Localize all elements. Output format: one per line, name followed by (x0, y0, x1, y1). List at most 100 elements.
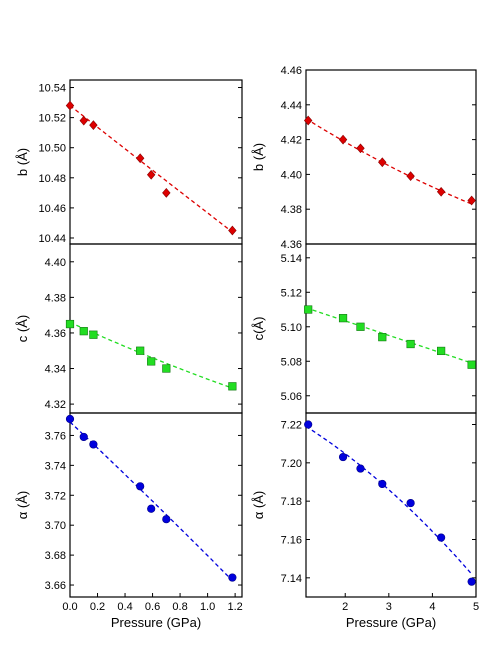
data-point (406, 498, 415, 508)
y-tick-label: 7.14 (281, 573, 302, 585)
fit-curve (69, 105, 233, 233)
data-point (436, 186, 446, 197)
y-tick-label: 10.48 (38, 173, 66, 185)
data-point (79, 327, 88, 336)
panel-right-a: 7.14 7.16 7.18 7.20 7.22 α (Å) 2 3 4 5 Pressure (G… (251, 412, 479, 630)
y-tick-label: 4.36 (45, 328, 66, 340)
y-tick-label: 4.38 (281, 204, 302, 216)
data-point (228, 573, 237, 582)
data-point (338, 452, 348, 462)
panel-left-a: 3.66 3.68 3.70 3.72 3.74 3.76 α (Å) 0.0 0.2 0.4 0.… (15, 412, 243, 630)
data-point (65, 414, 75, 424)
x-axis-title: Pressure (GPa) (346, 615, 436, 630)
y-tick-label: 7.16 (281, 535, 302, 547)
data-point (146, 169, 156, 180)
y-tick-label: 10.50 (38, 143, 66, 155)
panel-left-c: 4.32 4.34 4.36 4.38 4.40 c (Å) (15, 243, 243, 414)
data-point (162, 187, 171, 198)
data-point (304, 305, 313, 314)
data-point (437, 533, 446, 542)
x-tick-label: 4 (429, 601, 435, 613)
data-point (304, 420, 313, 429)
x-tick-label: 0.0 (62, 601, 77, 613)
y-tick-label: 7.20 (281, 458, 302, 470)
fit-curve (305, 118, 472, 205)
y-axis-title: b (Å) (251, 143, 266, 171)
data-point (228, 382, 237, 391)
data-point (467, 195, 476, 206)
y-tick-label: 4.42 (281, 135, 302, 147)
x-axis-title: Pressure (GPa) (111, 615, 201, 630)
plot-frame (305, 243, 477, 414)
x-tick-label: 1.0 (200, 601, 215, 613)
plot-frame (305, 69, 477, 245)
y-tick-label: 3.72 (45, 490, 66, 502)
y-axis-title: b (Å) (15, 148, 30, 176)
y-axis-title: α (Å) (15, 491, 30, 519)
y-tick-label: 3.70 (45, 520, 66, 532)
y-tick-label: 4.32 (45, 399, 66, 411)
data-point (303, 115, 313, 126)
data-point (79, 432, 88, 442)
data-point (65, 319, 75, 329)
y-tick-label: 5.14 (281, 253, 302, 265)
fit-curve (305, 307, 472, 364)
y-tick-label: 5.06 (281, 391, 302, 403)
x-tick-label: 5 (473, 601, 479, 613)
y-tick-label: 10.52 (38, 113, 66, 125)
data-point (378, 479, 387, 489)
y-tick-label: 4.46 (281, 65, 302, 77)
plot-frame (69, 412, 243, 598)
y-tick-label: 4.34 (45, 364, 66, 376)
x-tick-label: 3 (386, 601, 392, 613)
data-point (147, 357, 156, 366)
data-point (467, 360, 476, 369)
x-tick-label: 0.2 (90, 601, 105, 613)
y-tick-label: 4.38 (45, 292, 66, 304)
data-point (437, 346, 446, 356)
data-point (467, 577, 476, 586)
data-point (89, 440, 98, 449)
panel-right-c: 5.06 5.08 5.10 5.12 5.14 c(Å) (251, 243, 477, 414)
y-tick-label: 10.54 (38, 83, 66, 95)
y-tick-label: 5.12 (281, 287, 302, 299)
plot-frame (305, 412, 477, 598)
x-tick-label: 0.8 (172, 601, 187, 613)
fit-curve (69, 421, 233, 581)
data-point (338, 134, 348, 145)
data-point (356, 143, 365, 154)
x-tick-label: 2 (342, 601, 348, 613)
y-tick-label: 5.08 (281, 356, 302, 368)
y-tick-label: 4.44 (281, 100, 302, 112)
data-point (136, 346, 145, 355)
y-tick-label: 10.44 (38, 233, 66, 245)
y-tick-label: 7.22 (281, 420, 302, 432)
y-tick-label: 10.46 (38, 203, 66, 215)
data-point (89, 330, 98, 339)
panel-left-b: 10.44 10.46 10.48 10.50 10.52 10.54 b (Å) (15, 79, 243, 245)
data-point (406, 339, 415, 349)
plot-frame (69, 243, 243, 414)
data-point (162, 364, 171, 373)
y-tick-label: 3.68 (45, 550, 66, 562)
x-tick-label: 0.6 (145, 601, 160, 613)
data-point (378, 333, 387, 342)
data-point (135, 153, 145, 164)
data-point (378, 157, 387, 168)
fit-curve (305, 425, 473, 575)
y-tick-label: 7.18 (281, 496, 302, 508)
y-tick-label: 3.74 (45, 460, 66, 472)
data-point (79, 115, 88, 126)
y-tick-label: 3.76 (45, 430, 66, 442)
y-axis-title: c (Å) (15, 315, 30, 342)
data-point (406, 171, 415, 181)
y-tick-label: 4.40 (45, 257, 66, 269)
data-point (356, 464, 365, 473)
y-axis-title: α (Å) (251, 491, 266, 519)
y-tick-label: 4.36 (281, 239, 302, 251)
y-tick-label: 5.10 (281, 322, 302, 334)
data-point (147, 504, 156, 513)
panel-right-b: 4.36 4.38 4.40 4.42 4.44 4.46 b (Å) (251, 65, 477, 251)
data-point (89, 120, 98, 130)
data-point (162, 515, 171, 524)
